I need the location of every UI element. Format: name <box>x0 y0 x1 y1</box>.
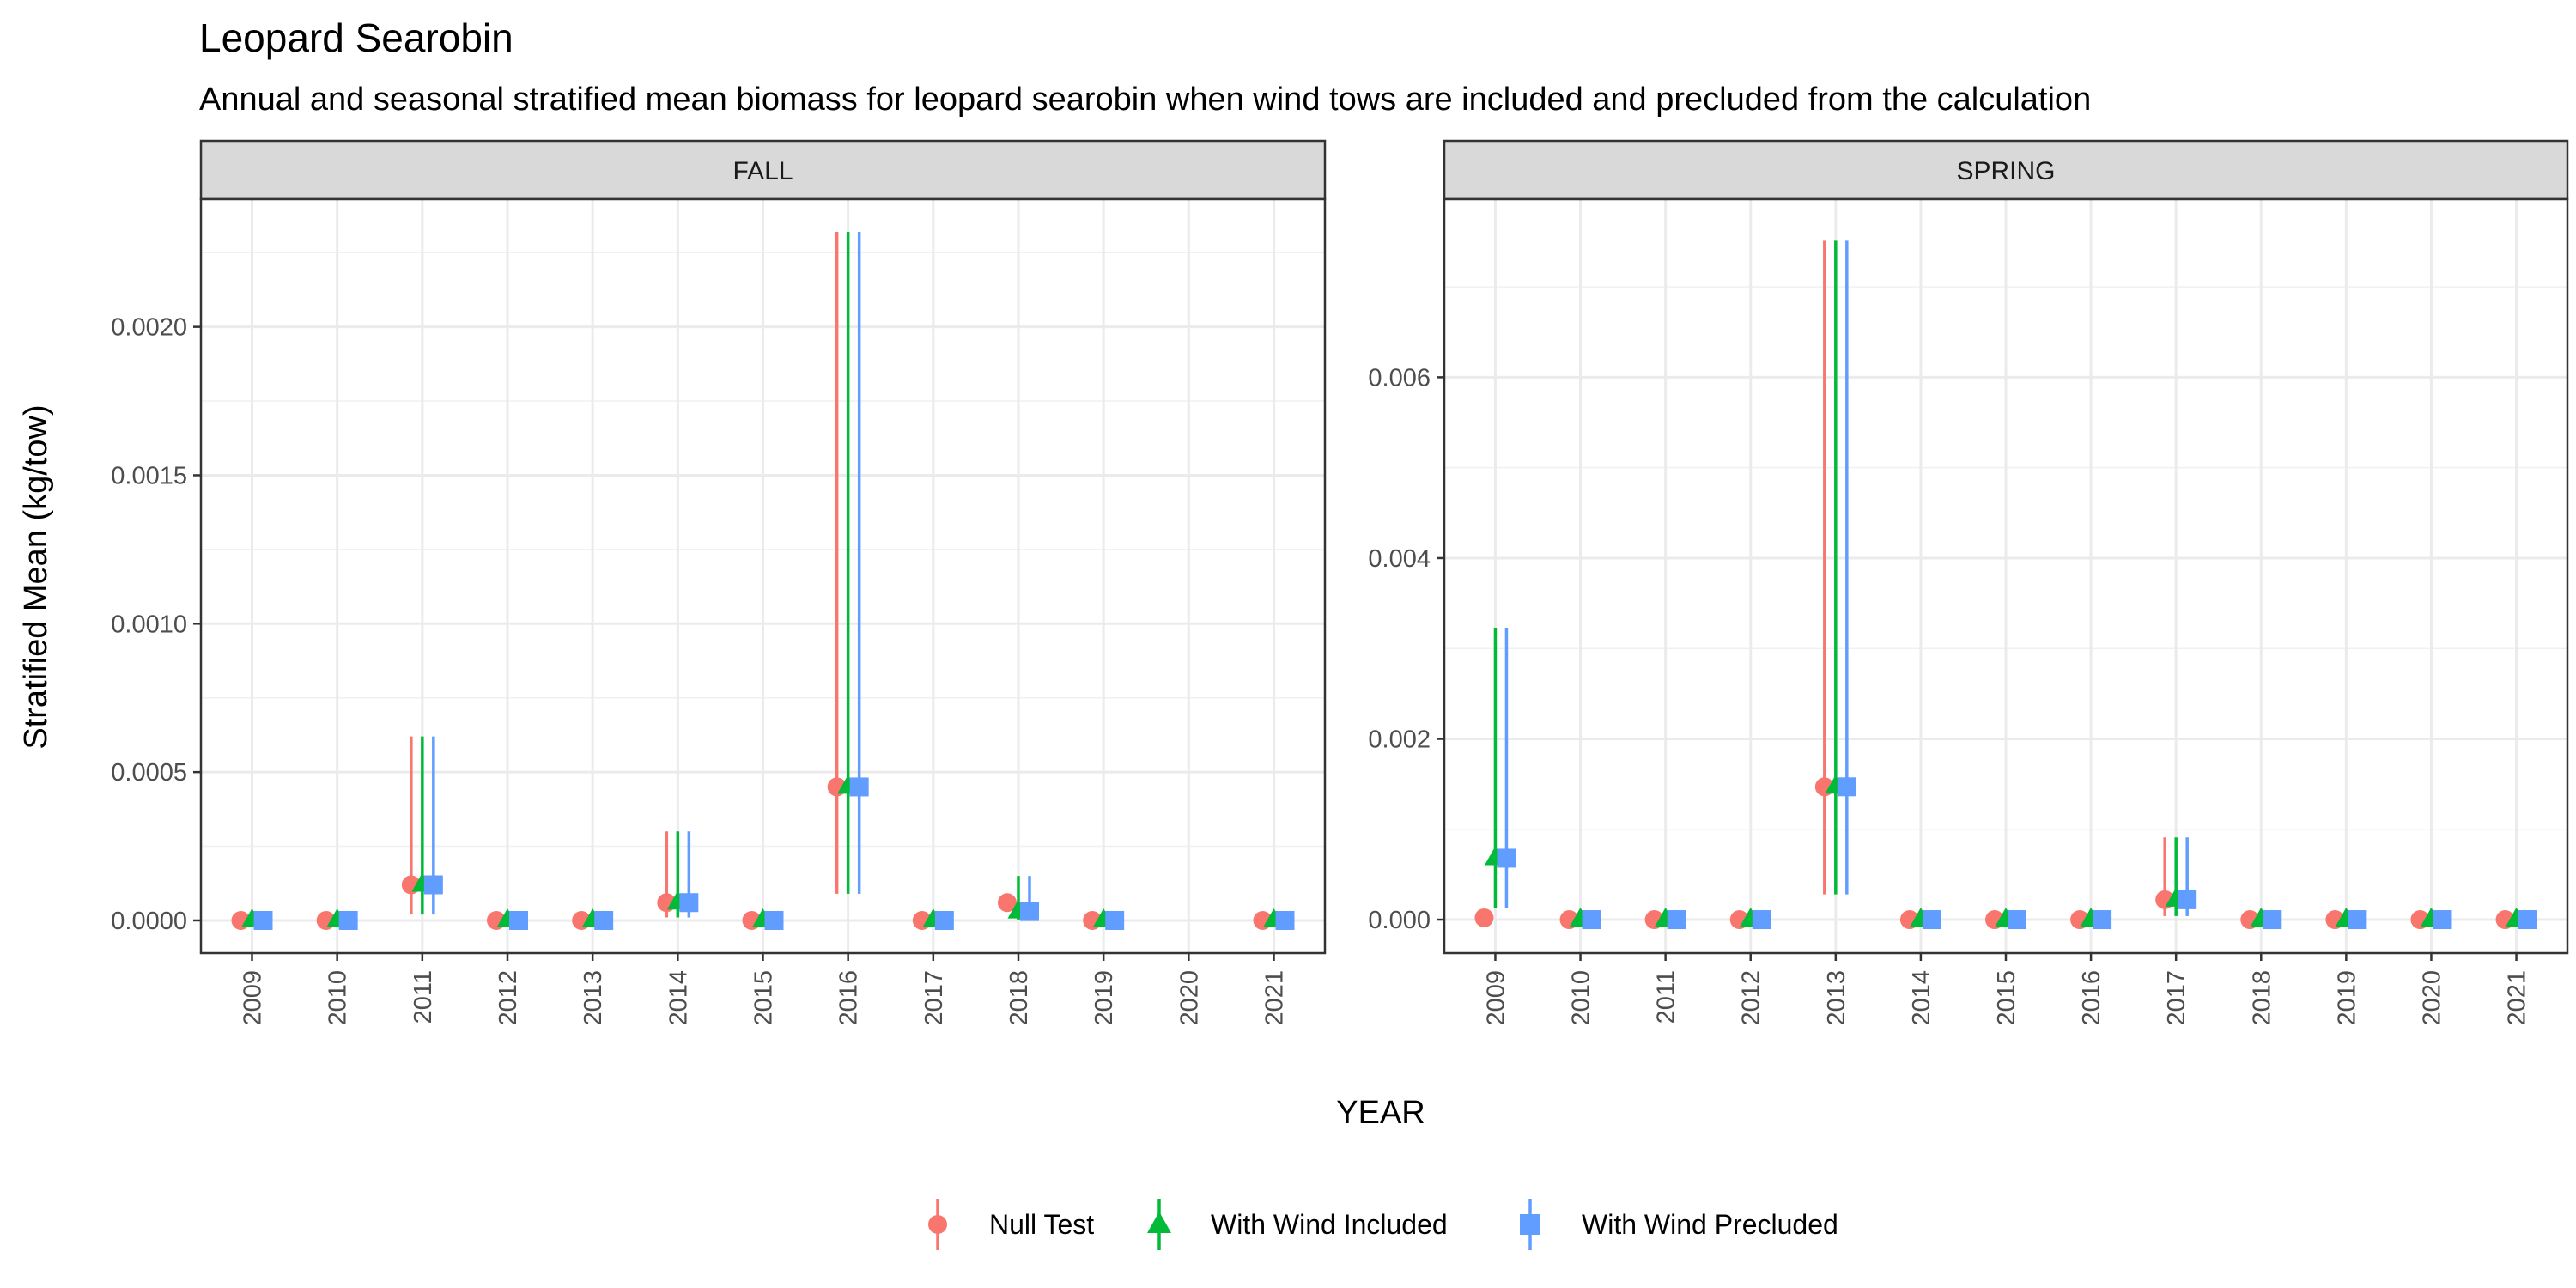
strip-fall <box>199 139 1327 201</box>
x-tick-label: 2014 <box>665 970 692 1026</box>
data-point <box>1752 910 1771 930</box>
x-tick-label: 2012 <box>1738 970 1765 1026</box>
strip-label: SPRING <box>1956 157 2055 185</box>
data-point <box>764 910 784 930</box>
y-tick-label: 0.0005 <box>111 759 187 787</box>
points-with-wind-precluded <box>1497 777 2537 930</box>
x-tick-label: 2021 <box>2504 970 2531 1026</box>
data-point <box>1582 910 1601 930</box>
strip-label: FALL <box>732 157 793 185</box>
legend-label: Null Test <box>989 1209 1094 1240</box>
data-point <box>2093 910 2112 930</box>
y-axis-title: Stratified Mean (kg/tow) <box>18 404 54 749</box>
panel-border <box>1443 197 2569 955</box>
x-tick-label: 2016 <box>835 970 863 1026</box>
x-tick-label: 2011 <box>1653 970 1680 1024</box>
data-point <box>1922 910 1941 930</box>
chart-title: Leopard Searobin <box>199 15 513 60</box>
data-point <box>934 910 954 930</box>
y-tick-label: 0.006 <box>1368 364 1431 392</box>
data-point <box>1837 777 1856 797</box>
data-point <box>2178 890 2197 909</box>
legend: Null Test With Wind Included With Wind Pre… <box>928 1199 1838 1250</box>
panel-fall: FALL 0.0000 0.0005 0.0010 0.0015 0.0020 2009 20… <box>111 139 1327 1026</box>
strip-spring <box>1443 139 2569 201</box>
x-tick-label: 2018 <box>1005 970 1033 1026</box>
data-point <box>1275 910 1295 930</box>
x-tick-label: 2019 <box>1091 970 1118 1026</box>
x-tick-label: 2015 <box>750 970 778 1026</box>
y-tick-label: 0.004 <box>1368 545 1431 573</box>
x-tick-label: 2014 <box>1908 970 1935 1026</box>
legend-label: With Wind Precluded <box>1582 1209 1838 1240</box>
points-with-wind-precluded <box>253 777 1295 930</box>
x-tick-label: 2016 <box>2078 970 2105 1026</box>
chart-subtitle: Annual and seasonal stratified mean biom… <box>199 82 2091 118</box>
x-axis-title: YEAR <box>1336 1095 1425 1131</box>
x-tick-label: 2009 <box>240 970 267 1026</box>
y-tick-label: 0.0020 <box>111 314 187 342</box>
legend-key <box>1520 1214 1540 1235</box>
x-tick-label: 2021 <box>1261 970 1289 1026</box>
data-point <box>998 893 1017 913</box>
data-point <box>509 910 528 930</box>
x-tick-label: 2015 <box>1993 970 2020 1026</box>
x-tick-label: 2013 <box>1823 970 1850 1026</box>
data-point <box>1497 848 1516 868</box>
data-point <box>849 777 869 797</box>
x-tick-label: 2011 <box>410 970 437 1024</box>
y-tick-label: 0.002 <box>1368 726 1431 753</box>
x-tick-label: 2010 <box>325 970 352 1026</box>
data-point <box>1474 908 1494 927</box>
x-tick-label: 2019 <box>2333 970 2360 1026</box>
legend-item-with-wind-included: With Wind Included <box>1147 1199 1448 1250</box>
facet-panels: FALL 0.0000 0.0005 0.0010 0.0015 0.0020 2009 20… <box>111 139 2569 1026</box>
data-point <box>679 893 699 913</box>
data-point <box>2008 910 2026 930</box>
y-tick-label: 0.0010 <box>111 611 187 638</box>
y-tick-label: 0.0000 <box>111 908 187 935</box>
y-tick-label: 0.000 <box>1368 907 1431 934</box>
legend-label: With Wind Included <box>1211 1209 1448 1240</box>
x-tick-label: 2020 <box>2418 970 2445 1026</box>
data-point <box>1020 902 1039 921</box>
data-point <box>2518 910 2537 930</box>
legend-item-with-wind-precluded: With Wind Precluded <box>1520 1199 1838 1250</box>
panel-border <box>199 197 1327 955</box>
data-point <box>253 910 273 930</box>
legend-item-null-test: Null Test <box>928 1199 1094 1250</box>
x-tick-label: 2012 <box>495 970 522 1026</box>
data-point <box>423 875 443 895</box>
data-point <box>338 910 358 930</box>
data-point <box>1667 910 1686 930</box>
legend-key <box>1147 1212 1171 1233</box>
data-point <box>2433 910 2452 930</box>
x-tick-label: 2020 <box>1176 970 1203 1026</box>
panel-spring: SPRING 0.000 0.002 0.004 0.006 2009 2010 2011 20… <box>1368 139 2569 1026</box>
y-tick-label: 0.0015 <box>111 462 187 489</box>
x-tick-label: 2017 <box>2163 970 2190 1026</box>
x-tick-label: 2009 <box>1482 970 1510 1026</box>
x-tick-label: 2018 <box>2248 970 2275 1026</box>
x-tick-label: 2017 <box>920 970 948 1026</box>
legend-key <box>928 1215 947 1234</box>
x-tick-label: 2013 <box>580 970 607 1026</box>
data-point <box>594 910 614 930</box>
data-point <box>2348 910 2367 930</box>
data-point <box>1105 910 1125 930</box>
x-tick-label: 2010 <box>1568 970 1595 1026</box>
data-point <box>2263 910 2282 930</box>
